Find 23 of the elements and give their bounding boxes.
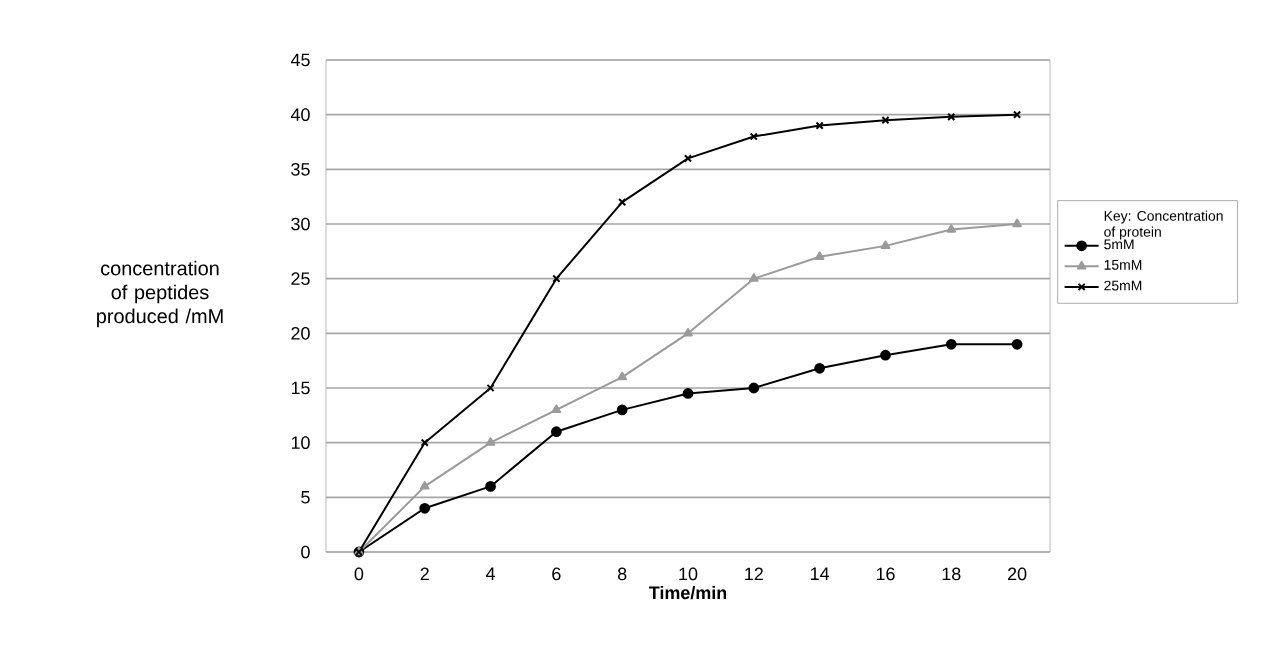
x-tick-label: 10 — [679, 567, 698, 581]
y-axis-title: concentration of peptides produced /mM — [97, 260, 223, 328]
x-tick-label: 6 — [552, 567, 561, 581]
y-tick-label: 25 — [291, 272, 310, 286]
y-tick-label: 5 — [301, 491, 310, 504]
x-tick-label: 8 — [617, 567, 627, 581]
x-tick-label: 4 — [485, 567, 495, 580]
x-tick-label: 14 — [811, 567, 830, 580]
y-tick-label: 40 — [290, 108, 310, 122]
x-tick-label: 12 — [745, 567, 763, 581]
y-tick-label: 35 — [291, 162, 310, 176]
y-tick-label: 0 — [301, 545, 310, 559]
x-tick-label: 2 — [420, 567, 429, 581]
x-tick-label: 0 — [354, 567, 364, 581]
x-tick-label: 20 — [1008, 567, 1027, 581]
y-tick-label: 10 — [291, 436, 310, 450]
x-tick-label: 16 — [876, 567, 895, 581]
y-tick-label: 30 — [291, 217, 310, 231]
x-axis-title: Time/min — [649, 585, 727, 600]
y-tick-label: 15 — [291, 381, 310, 395]
x-tick-label: 18 — [942, 567, 961, 581]
y-tick-label: 45 — [290, 53, 310, 67]
y-tick-label: 20 — [291, 326, 310, 340]
